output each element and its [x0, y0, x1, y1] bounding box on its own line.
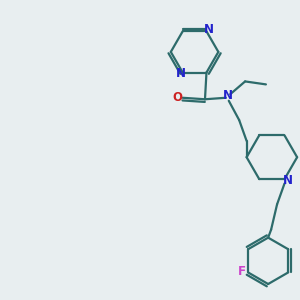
Text: N: N [176, 68, 186, 80]
Text: N: N [223, 89, 233, 102]
Text: N: N [204, 23, 214, 36]
Text: O: O [172, 91, 182, 104]
Text: F: F [238, 265, 245, 278]
Text: N: N [283, 174, 292, 187]
